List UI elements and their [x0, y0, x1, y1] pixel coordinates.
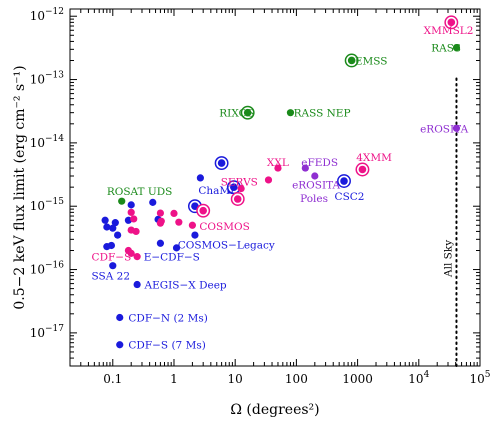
survey-marker [133, 280, 141, 289]
survey-marker [217, 159, 226, 167]
survey-marker [103, 223, 111, 231]
survey-marker [124, 246, 133, 255]
survey-marker [340, 177, 348, 185]
survey-marker [243, 108, 252, 117]
survey-label: AEGIS−X Deep [144, 280, 227, 292]
survey-marker [127, 208, 135, 216]
y-tick-label: 10−14 [30, 134, 65, 150]
survey-marker [230, 183, 238, 191]
survey-label: 4XMM [356, 152, 392, 164]
all-sky-label: All Sky [442, 240, 454, 278]
survey-label: XMMSL2 [424, 25, 474, 37]
survey-marker [452, 43, 461, 52]
x-axis-title: Ω (degrees²) [230, 402, 319, 418]
survey-marker [311, 172, 319, 180]
survey-marker [156, 209, 165, 217]
y-axis-title: 0.5−2 keV flux limit (erg cm⁻² s⁻¹) [12, 65, 28, 309]
survey-marker [130, 215, 138, 223]
survey-marker [175, 218, 183, 226]
x-tick-label: 105 [469, 370, 490, 386]
survey-marker [264, 176, 273, 184]
y-tick-label: 10−16 [30, 261, 65, 277]
survey-label: ChaMP [198, 185, 237, 197]
survey-marker [103, 243, 111, 251]
y-tick-label: 10−12 [30, 7, 64, 23]
survey-label: CDF−N (2 Ms) [128, 312, 207, 324]
x-tick-label: 1000 [342, 372, 373, 386]
survey-marker [157, 217, 165, 225]
survey-marker [156, 239, 165, 247]
survey-label: RASS NEP [294, 108, 351, 120]
survey-label: COSMOS−Legacy [178, 239, 275, 251]
survey-marker [347, 56, 356, 65]
survey-label: ROSAT UDS [107, 186, 173, 198]
x-tick-label: 104 [408, 370, 429, 386]
plot-frame [69, 8, 481, 367]
survey-marker [172, 244, 181, 252]
survey-marker [188, 221, 197, 229]
survey-marker [149, 198, 157, 206]
survey-marker [233, 195, 242, 203]
survey-label: eROSITA [292, 180, 340, 192]
survey-label: CDF−S (7 Ms) [128, 340, 205, 352]
survey-marker [358, 165, 367, 174]
survey-marker [109, 224, 117, 232]
y-tick-label: 10−17 [30, 324, 65, 340]
survey-marker [127, 201, 135, 209]
survey-label: Poles [300, 193, 328, 205]
survey-label: RIXOS [219, 108, 254, 120]
survey-label: COSMOS [199, 221, 249, 233]
survey-marker [116, 313, 124, 322]
survey-marker [274, 164, 282, 172]
survey-marker [114, 231, 122, 239]
y-tick-label: 10−15 [30, 197, 65, 213]
survey-marker [116, 341, 124, 349]
survey-label: eROSITA [420, 123, 468, 135]
survey-label: EMSS [355, 55, 388, 67]
survey-marker [170, 209, 178, 218]
survey-marker [111, 219, 119, 227]
label-layer: SSA 22 E−CDF−S AEGIS−X Deep CDF−N (2 Ms) CDF… [92, 25, 474, 352]
survey-marker [237, 184, 245, 193]
marker-layer [101, 15, 461, 349]
x-tick-label: 10 [228, 372, 243, 386]
tick-layer: 0.1 1 10 100 1000 104 105 10−17 10−16 10−15 10−14 1… [30, 7, 491, 386]
survey-marker [286, 109, 295, 117]
survey-marker [109, 262, 117, 270]
survey-label: E−CDF−S [144, 252, 200, 264]
survey-marker [447, 18, 456, 27]
survey-label: SSA 22 [92, 271, 130, 283]
survey-marker [301, 164, 309, 172]
survey-label: CDF−S [92, 252, 132, 264]
x-tick-label: 0.1 [103, 372, 122, 386]
survey-marker [118, 197, 126, 205]
survey-label: SERVS [221, 177, 258, 189]
survey-marker [196, 174, 204, 182]
survey-marker [191, 231, 199, 239]
survey-marker [101, 216, 109, 224]
survey-marker [199, 206, 207, 215]
survey-marker [452, 124, 461, 132]
survey-label: RASS [431, 43, 461, 55]
survey-marker [132, 227, 140, 236]
survey-marker [133, 253, 141, 261]
survey-label: eFEDS [301, 157, 338, 169]
x-tick-label: 100 [285, 372, 308, 386]
survey-label: CSC2 [335, 191, 365, 203]
survey-label: XXL [267, 157, 289, 169]
x-tick-label: 1 [170, 372, 178, 386]
y-tick-label: 10−13 [30, 71, 65, 87]
